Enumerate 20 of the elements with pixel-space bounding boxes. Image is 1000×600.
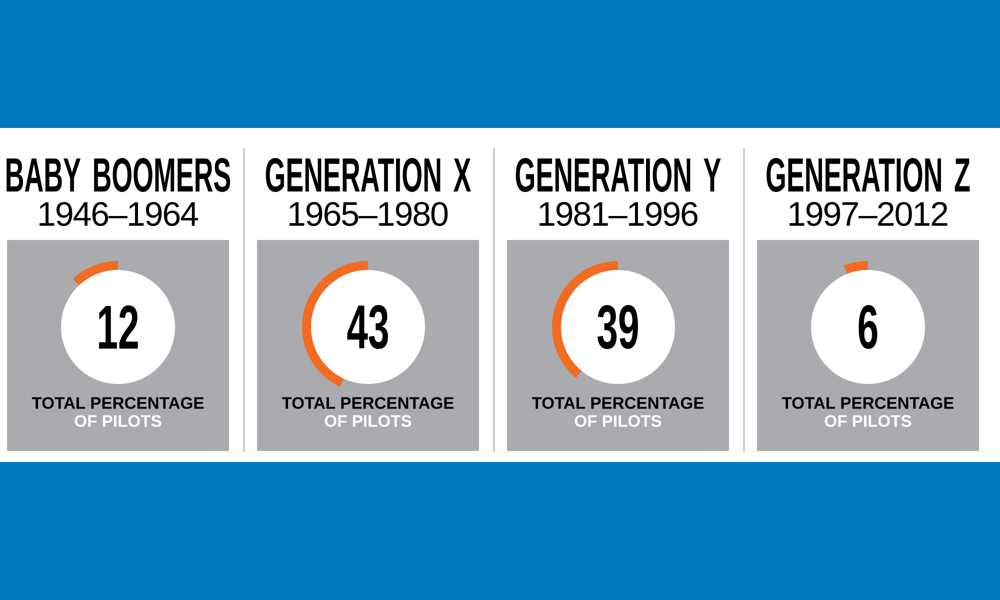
text: 39 xyxy=(598,305,638,349)
text: OF PILOTS xyxy=(324,415,412,427)
chart-subtitle: 1946–1964 xyxy=(40,202,198,226)
text: 43 xyxy=(347,305,388,349)
text: OF PILOTS xyxy=(574,415,662,427)
chart-title: GENERATION Z xyxy=(766,158,970,192)
text: TOTAL PERCENTAGE xyxy=(32,397,204,409)
text: 6 xyxy=(858,305,878,349)
text: TOTAL PERCENTAGE xyxy=(532,397,704,409)
text: TOTAL PERCENTAGE xyxy=(282,397,454,409)
chart-title: BABY BOOMERS xyxy=(6,158,230,192)
text: OF PILOTS xyxy=(824,415,912,427)
chart-title: GENERATION Y xyxy=(516,158,721,192)
chart-subtitle: 1997–2012 xyxy=(790,202,948,226)
text: OF PILOTS xyxy=(74,415,162,427)
chart-title: GENERATION X xyxy=(266,158,471,192)
chart-subtitle: 1981–1996 xyxy=(540,202,698,226)
text: 12 xyxy=(99,305,138,349)
text: TOTAL PERCENTAGE xyxy=(782,397,954,409)
chart-subtitle: 1965–1980 xyxy=(290,202,448,226)
